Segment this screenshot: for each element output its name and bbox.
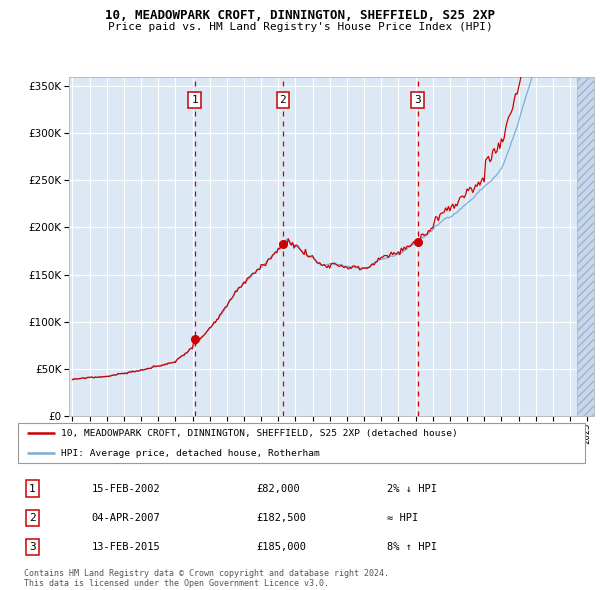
Text: Price paid vs. HM Land Registry's House Price Index (HPI): Price paid vs. HM Land Registry's House … [107,22,493,32]
Text: 2: 2 [280,95,286,105]
Text: 04-APR-2007: 04-APR-2007 [92,513,160,523]
Text: HPI: Average price, detached house, Rotherham: HPI: Average price, detached house, Roth… [61,448,319,458]
Text: ≈ HPI: ≈ HPI [386,513,418,523]
Text: 8% ↑ HPI: 8% ↑ HPI [386,542,437,552]
Text: 2% ↓ HPI: 2% ↓ HPI [386,484,437,493]
Text: 1: 1 [191,95,198,105]
Text: £185,000: £185,000 [256,542,306,552]
Text: 2: 2 [29,513,35,523]
Text: 10, MEADOWPARK CROFT, DINNINGTON, SHEFFIELD, S25 2XP (detached house): 10, MEADOWPARK CROFT, DINNINGTON, SHEFFI… [61,428,457,438]
Text: 15-FEB-2002: 15-FEB-2002 [92,484,160,493]
Bar [577,77,594,416]
Text: 3: 3 [29,542,35,552]
Text: 13-FEB-2015: 13-FEB-2015 [92,542,160,552]
Text: Contains HM Land Registry data © Crown copyright and database right 2024.
This d: Contains HM Land Registry data © Crown c… [24,569,389,588]
Text: 3: 3 [414,95,421,105]
Text: £182,500: £182,500 [256,513,306,523]
Text: 10, MEADOWPARK CROFT, DINNINGTON, SHEFFIELD, S25 2XP: 10, MEADOWPARK CROFT, DINNINGTON, SHEFFI… [105,9,495,22]
Text: £82,000: £82,000 [256,484,300,493]
Text: 1: 1 [29,484,35,493]
